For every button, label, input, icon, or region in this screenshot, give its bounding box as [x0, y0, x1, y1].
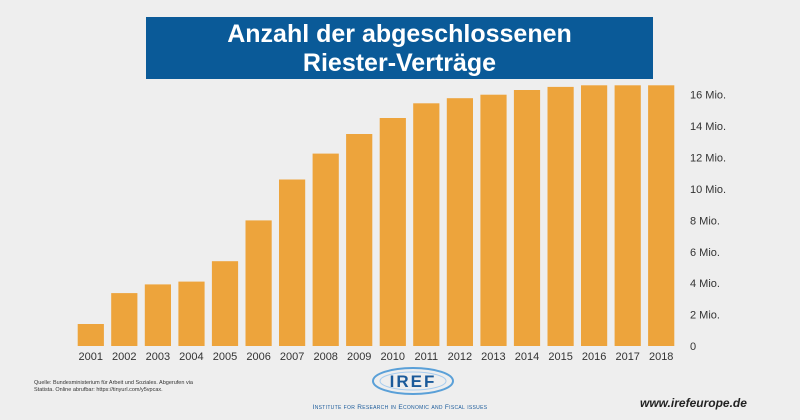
- bar-2013: [480, 94, 507, 346]
- title-line-2: Riester-Verträge: [302, 49, 497, 77]
- source-line-1: Quelle: Bundesministerium für Arbeit und…: [34, 380, 193, 386]
- x-tick-label: 2018: [649, 351, 673, 363]
- bar-2005: [211, 261, 239, 346]
- y-tick-label: 0: [690, 341, 696, 353]
- bar-2007: [279, 179, 306, 346]
- x-tick-label: 2007: [280, 351, 304, 363]
- iref-logo: IREF: [372, 367, 454, 395]
- bar-2015: [547, 86, 574, 347]
- y-tick-label: 14 Mio.: [690, 121, 726, 133]
- title-line-1: Anzahl der abgeschlossenen: [227, 20, 572, 48]
- chart-title: Anzahl der abgeschlossenen Riester-Vertr…: [146, 17, 653, 79]
- x-tick-label: 2006: [246, 351, 270, 363]
- x-tick-label: 2008: [313, 351, 337, 363]
- x-tick-label: 2009: [347, 351, 371, 363]
- x-tick-label: 2012: [448, 351, 472, 363]
- bar-2001: [77, 324, 104, 346]
- website-link[interactable]: www.irefeurope.de: [640, 396, 747, 410]
- x-tick-label: 2003: [146, 351, 170, 363]
- y-tick-label: 2 Mio.: [690, 310, 720, 322]
- logo-subtitle: Institute for Research in Economic and F…: [312, 404, 488, 411]
- bar-2009: [346, 134, 373, 346]
- bar-2011: [413, 103, 440, 346]
- logo-text: IREF: [390, 372, 437, 391]
- bar-2008: [312, 153, 339, 346]
- x-tick-label: 2014: [515, 351, 539, 363]
- bar-2002: [111, 293, 138, 346]
- y-tick-label: 8 Mio.: [690, 215, 720, 227]
- bar-2018: [648, 85, 675, 347]
- bar-2012: [446, 98, 473, 346]
- x-tick-label: 2016: [582, 351, 606, 363]
- source-line-2: Statista. Online abrufbar: https://tinyu…: [34, 387, 163, 393]
- bar-2004: [178, 281, 205, 346]
- x-tick-label: 2002: [112, 351, 136, 363]
- bar-2017: [614, 85, 641, 347]
- y-tick-label: 6 Mio.: [690, 247, 720, 259]
- x-tick-label: 2004: [179, 351, 203, 363]
- bar-2010: [379, 118, 406, 346]
- bar-2006: [245, 220, 272, 346]
- bar-2016: [581, 85, 608, 347]
- x-tick-label: 2013: [481, 351, 505, 363]
- y-tick-label: 10 Mio.: [690, 184, 726, 196]
- x-tick-label: 2015: [548, 351, 572, 363]
- x-tick-label: 2010: [381, 351, 405, 363]
- y-tick-label: 12 Mio.: [690, 153, 726, 165]
- x-tick-label: 2011: [414, 351, 438, 363]
- x-tick-label: 2005: [213, 351, 237, 363]
- source-note: Quelle: Bundesministerium für Arbeit und…: [34, 380, 234, 394]
- x-tick-label: 2017: [615, 351, 639, 363]
- y-tick-label: 4 Mio.: [690, 278, 720, 290]
- bar-2014: [513, 90, 541, 346]
- x-tick-label: 2001: [79, 351, 103, 363]
- y-tick-label: 16 Mio.: [690, 90, 726, 102]
- bar-2003: [144, 284, 171, 346]
